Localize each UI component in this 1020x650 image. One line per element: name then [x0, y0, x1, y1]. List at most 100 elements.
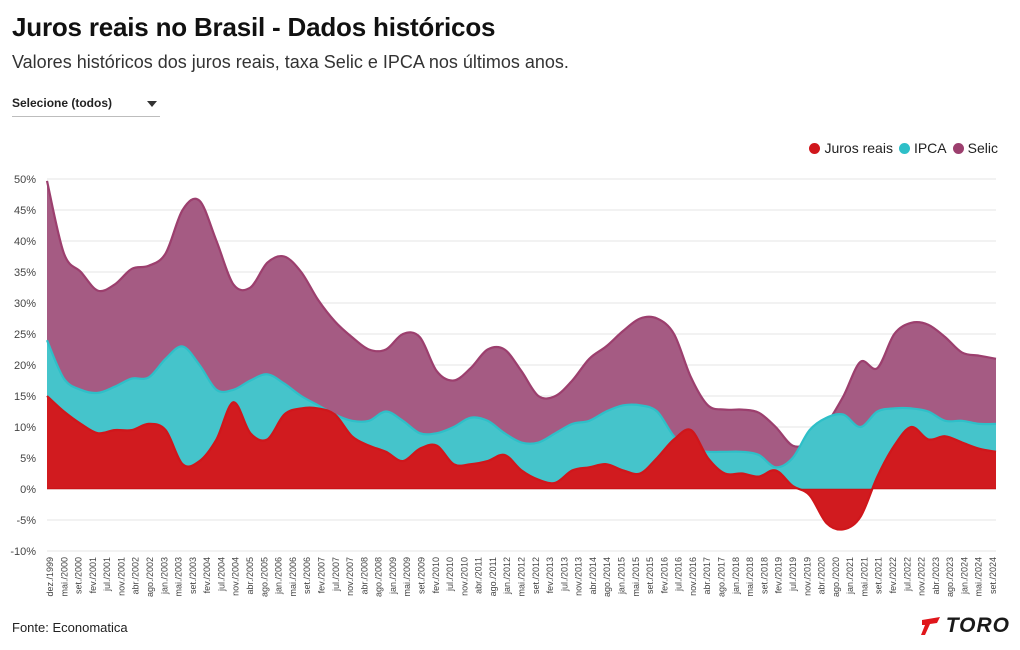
page-title: Juros reais no Brasil - Dados históricos — [12, 12, 496, 42]
y-tick-label: 50% — [14, 174, 36, 186]
legend-dot-juros-reais — [809, 142, 821, 154]
x-tick-label: mai./2003 — [174, 557, 184, 597]
x-tick-label: jan./2015 — [617, 557, 627, 595]
x-tick-label: jul./2013 — [559, 557, 569, 592]
y-tick-label: 10% — [14, 422, 36, 434]
x-tick-label: ago./2017 — [717, 557, 727, 597]
x-tick-label: set./2024 — [988, 557, 998, 594]
x-tick-label: jul./2010 — [445, 557, 455, 592]
x-tick-label: fev./2007 — [316, 557, 326, 593]
x-tick-label: set./2006 — [302, 557, 312, 594]
legend-label-juros-reais: Juros reais — [824, 140, 893, 156]
y-tick-label: 15% — [14, 391, 36, 403]
y-tick-label: -5% — [16, 515, 36, 527]
line-juros-reais — [46, 395, 997, 531]
source-note: Fonte: Economatica — [12, 620, 128, 635]
x-tick-label: set./2015 — [645, 557, 655, 594]
y-tick-label: 40% — [14, 236, 36, 248]
y-tick-label: -10% — [10, 546, 36, 558]
x-tick-label: jan./2018 — [731, 557, 741, 595]
x-tick-label: dez./1999 — [45, 557, 55, 597]
x-tick-label: jul./2022 — [902, 557, 912, 592]
x-tick-label: jul./2019 — [788, 557, 798, 592]
x-tick-label: ago./2014 — [602, 557, 612, 597]
x-tick-label: ago./2023 — [945, 557, 955, 597]
chevron-down-icon — [147, 101, 157, 107]
x-tick-label: ago./2008 — [374, 557, 384, 597]
x-tick-label: fev./2013 — [545, 557, 555, 593]
x-tick-label: jan./2009 — [388, 557, 398, 595]
x-tick-label: mai./2012 — [517, 557, 527, 597]
x-tick-label: jul./2004 — [216, 557, 226, 592]
x-tick-label: set./2018 — [759, 557, 769, 594]
x-tick-label: nov./2016 — [688, 557, 698, 596]
x-tick-label: jan./2024 — [959, 557, 969, 595]
x-tick-label: jan./2012 — [502, 557, 512, 595]
y-tick-label: 25% — [14, 329, 36, 341]
x-tick-label: jan./2006 — [274, 557, 284, 595]
legend-item-ipca[interactable]: IPCA — [898, 140, 947, 156]
x-tick-label: mai./2018 — [745, 557, 755, 597]
x-tick-label: set./2021 — [874, 557, 884, 594]
chart-legend: Juros reais IPCA Selic — [809, 140, 998, 156]
x-tick-label: mai./2021 — [859, 557, 869, 597]
x-tick-label: abr./2014 — [588, 557, 598, 595]
x-tick-label: abr./2005 — [245, 557, 255, 595]
x-tick-label: abr./2017 — [702, 557, 712, 595]
legend-dot-selic — [952, 142, 964, 154]
series-select-label: Selecione (todos) — [12, 96, 113, 110]
x-tick-label: nov./2004 — [231, 557, 241, 596]
x-tick-label: set./2000 — [74, 557, 84, 594]
toro-logo: TORO — [920, 614, 1010, 638]
x-tick-label: fev./2019 — [774, 557, 784, 593]
toro-logo-icon — [920, 617, 940, 635]
series-select-dropdown[interactable]: Selecione (todos) — [12, 94, 160, 117]
y-tick-label: 0% — [20, 484, 36, 496]
x-tick-label: abr./2008 — [359, 557, 369, 595]
x-tick-label: fev./2022 — [888, 557, 898, 593]
line-ipca — [45, 339, 997, 469]
legend-label-ipca: IPCA — [913, 140, 947, 156]
x-tick-label: fev./2001 — [88, 557, 98, 593]
x-tick-label: nov./2019 — [802, 557, 812, 596]
x-tick-label: jan./2003 — [159, 557, 169, 595]
y-tick-label: 30% — [14, 298, 36, 310]
x-tick-label: abr./2020 — [817, 557, 827, 595]
x-tick-label: abr./2011 — [474, 557, 484, 594]
x-tick-label: set./2003 — [188, 557, 198, 594]
x-tick-label: mai./2006 — [288, 557, 298, 597]
x-tick-label: jul./2016 — [674, 557, 684, 592]
x-tick-label: fev./2010 — [431, 557, 441, 593]
line-selic — [45, 180, 997, 448]
x-tick-label: mai./2015 — [631, 557, 641, 597]
x-tick-label: ago./2020 — [831, 557, 841, 597]
x-tick-label: mai./2024 — [974, 557, 984, 597]
x-tick-label: nov./2007 — [345, 557, 355, 596]
area-juros-reais — [47, 396, 996, 530]
legend-dot-ipca — [898, 142, 910, 154]
x-tick-label: set./2012 — [531, 557, 541, 594]
x-tick-label: nov./2001 — [116, 557, 126, 596]
x-tick-label: set./2009 — [416, 557, 426, 594]
x-tick-label: fev./2004 — [202, 557, 212, 593]
y-tick-label: 45% — [14, 205, 36, 217]
legend-item-selic[interactable]: Selic — [952, 140, 998, 156]
x-tick-label: ago./2011 — [488, 557, 498, 596]
x-tick-label: nov./2013 — [574, 557, 584, 596]
x-tick-label: mai./2000 — [59, 557, 69, 597]
logo-text: TORO — [945, 614, 1010, 637]
x-tick-label: fev./2016 — [659, 557, 669, 593]
x-tick-label: mai./2009 — [402, 557, 412, 597]
page-subtitle: Valores históricos dos juros reais, taxa… — [12, 52, 569, 72]
x-tick-label: nov./2010 — [459, 557, 469, 596]
y-tick-label: 20% — [14, 360, 36, 372]
x-tick-label: jan./2021 — [845, 557, 855, 595]
x-tick-label: abr./2002 — [131, 557, 141, 595]
x-tick-label: ago./2002 — [145, 557, 155, 597]
legend-item-juros-reais[interactable]: Juros reais — [809, 140, 893, 156]
y-tick-label: 35% — [14, 267, 36, 279]
x-tick-label: ago./2005 — [259, 557, 269, 597]
x-tick-label: jul./2007 — [331, 557, 341, 592]
legend-label-selic: Selic — [967, 140, 998, 156]
